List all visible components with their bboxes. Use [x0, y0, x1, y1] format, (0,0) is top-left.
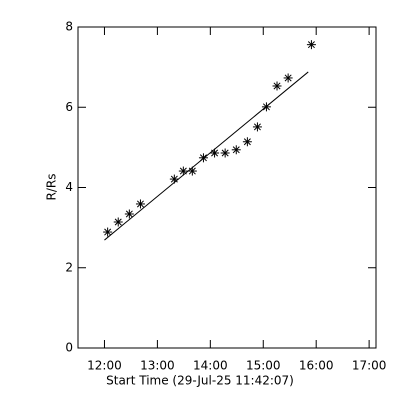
asterisk-point — [252, 122, 262, 132]
x-tick-label: 17:00 — [352, 359, 387, 373]
asterisk-point — [261, 102, 271, 112]
asterisk-point — [135, 199, 145, 209]
asterisk-stroke — [125, 210, 133, 218]
asterisk-stroke — [199, 154, 207, 162]
y-tick-label: 2 — [65, 260, 73, 274]
asterisk-point — [220, 148, 230, 158]
asterisk-point — [210, 148, 220, 158]
asterisk-stroke — [284, 74, 292, 82]
x-tick-label: 13:00 — [140, 359, 175, 373]
asterisk-stroke — [136, 200, 144, 208]
asterisk-stroke — [253, 123, 261, 131]
asterisk-point — [169, 174, 179, 184]
y-tick-label: 6 — [65, 100, 73, 114]
asterisk-stroke — [243, 138, 251, 146]
y-tick-label: 4 — [65, 180, 73, 194]
asterisk-point — [306, 40, 316, 50]
asterisk-stroke — [273, 82, 281, 90]
x-tick-label: 16:00 — [299, 359, 334, 373]
fit-line — [104, 71, 309, 241]
asterisk-stroke — [211, 149, 219, 157]
asterisk-point — [113, 217, 123, 227]
asterisk-point — [283, 73, 293, 83]
asterisk-stroke — [170, 175, 178, 183]
asterisk-point — [272, 81, 282, 91]
asterisk-stroke — [114, 218, 122, 226]
asterisk-point — [242, 137, 252, 147]
y-tick-label: 0 — [65, 341, 73, 355]
asterisk-stroke — [232, 146, 240, 154]
asterisk-stroke — [262, 103, 270, 111]
x-axis-label: Start Time (29-Jul-25 11:42:07) — [106, 374, 294, 388]
x-tick-label: 15:00 — [246, 359, 281, 373]
asterisk-stroke — [221, 149, 229, 157]
x-tick-label: 12:00 — [87, 359, 122, 373]
y-axis-label: R/Rs — [45, 174, 59, 201]
asterisk-stroke — [307, 41, 315, 49]
y-tick-label: 8 — [65, 20, 73, 34]
asterisk-point — [178, 166, 188, 176]
x-tick-label: 14:00 — [193, 359, 228, 373]
plot-frame — [77, 26, 377, 349]
asterisk-stroke — [104, 228, 112, 236]
asterisk-point — [124, 209, 134, 219]
asterisk-point — [231, 145, 241, 155]
asterisk-stroke — [188, 167, 196, 175]
asterisk-stroke — [179, 167, 187, 175]
asterisk-point — [198, 153, 208, 163]
asterisk-point — [103, 227, 113, 237]
asterisk-point — [187, 166, 197, 176]
